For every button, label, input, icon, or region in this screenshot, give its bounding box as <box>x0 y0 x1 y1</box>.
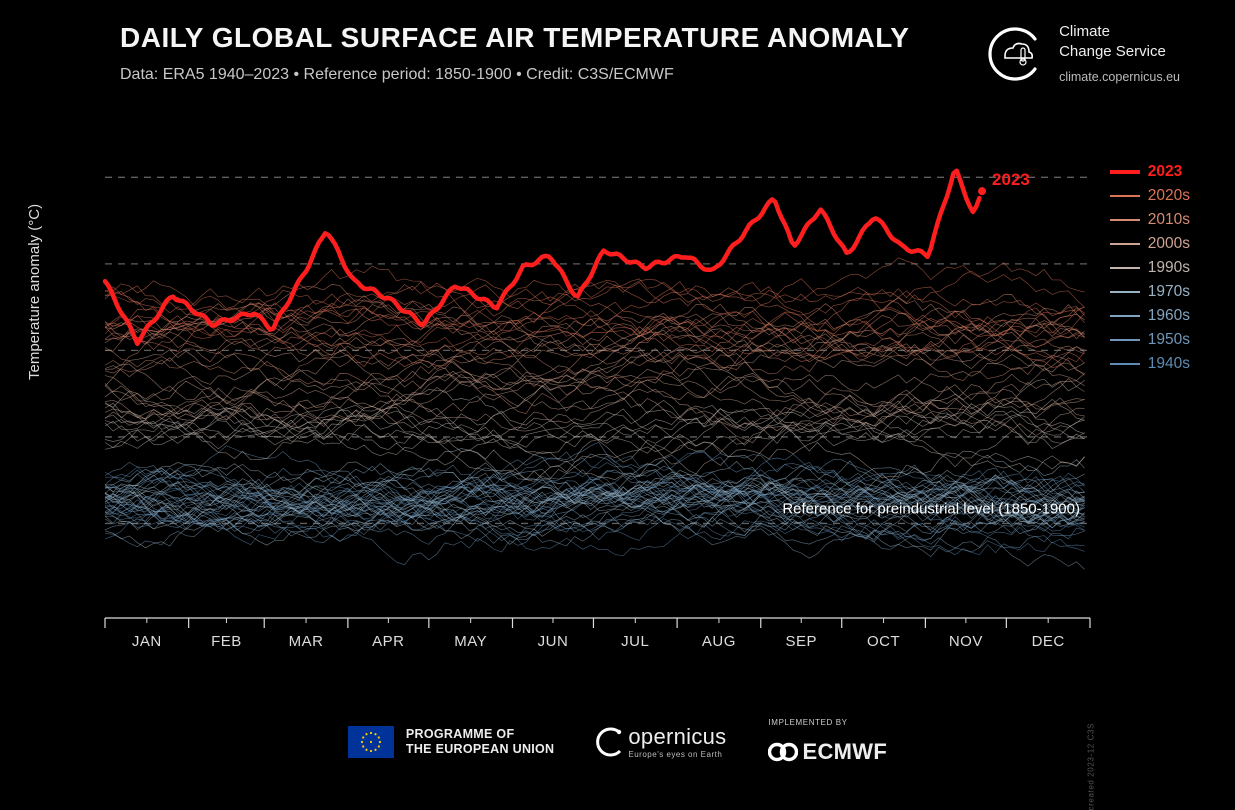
decade-line <box>105 368 1085 427</box>
ecmwf-logo: IMPLEMENTED BY ECMWF <box>768 718 887 765</box>
xtick-label: JUN <box>538 633 569 650</box>
decade-line <box>105 295 1085 357</box>
footer: PROGRAMME OF THE EUROPEAN UNION opernicu… <box>0 718 1235 765</box>
xtick-label: JUL <box>621 633 649 650</box>
legend-item: 2020s <box>1110 184 1190 208</box>
legend-swatch <box>1110 363 1140 365</box>
copernicus-tag: Europe's eyes on Earth <box>628 750 726 759</box>
legend-label: 1990s <box>1148 256 1190 280</box>
series-2023-endpoint <box>978 187 986 195</box>
legend-swatch <box>1110 170 1140 174</box>
legend-label: 1960s <box>1148 304 1190 328</box>
decade-line <box>105 389 1085 478</box>
xtick-label: AUG <box>702 633 736 650</box>
eu-flag-icon <box>348 726 394 758</box>
y-axis-label: Temperature anomaly (°C) <box>26 204 43 380</box>
legend-label: 2020s <box>1148 184 1190 208</box>
xtick-label: MAY <box>454 633 487 650</box>
xtick-label: SEP <box>785 633 817 650</box>
page-title: DAILY GLOBAL SURFACE AIR TEMPERATURE ANO… <box>120 22 1105 54</box>
legend-label: 2023 <box>1148 160 1182 184</box>
xtick-label: FEB <box>211 633 242 650</box>
legend-item: 1970s <box>1110 280 1190 304</box>
legend-label: 2010s <box>1148 208 1190 232</box>
legend-item: 1940s <box>1110 352 1190 376</box>
legend-swatch <box>1110 339 1140 341</box>
legend-item: 1960s <box>1110 304 1190 328</box>
xtick-label: APR <box>372 633 404 650</box>
brand-text: Climate Change Service climate.copernicu… <box>1059 22 1180 85</box>
chart-area: 0.00.51.01.52.02023Reference for preindu… <box>95 145 1100 665</box>
ecmwf-rings-icon <box>768 742 798 762</box>
xtick-label: JAN <box>132 633 162 650</box>
legend-swatch <box>1110 195 1140 197</box>
eu-programme-text: PROGRAMME OF THE EUROPEAN UNION <box>406 727 554 757</box>
legend-swatch <box>1110 291 1140 293</box>
brand-line1: Climate <box>1059 23 1110 40</box>
legend-swatch <box>1110 243 1140 245</box>
decade-line <box>105 318 1085 367</box>
brand-line2: Change Service <box>1059 43 1166 60</box>
legend-swatch <box>1110 315 1140 317</box>
header: DAILY GLOBAL SURFACE AIR TEMPERATURE ANO… <box>120 22 1105 84</box>
reference-label: Reference for preindustrial level (1850-… <box>782 500 1080 517</box>
ecmwf-text: ECMWF <box>802 739 887 765</box>
decade-line <box>105 353 1085 420</box>
xtick-label: MAR <box>289 633 324 650</box>
legend-swatch <box>1110 219 1140 221</box>
eu-block: PROGRAMME OF THE EUROPEAN UNION <box>348 726 554 758</box>
legend-item: 2000s <box>1110 232 1190 256</box>
legend-label: 1950s <box>1148 328 1190 352</box>
brand-block: Climate Change Service climate.copernicu… <box>985 22 1180 85</box>
legend-item: 2023 <box>1110 160 1190 184</box>
c3s-logo-icon <box>985 24 1045 84</box>
decade-line <box>105 313 1085 360</box>
decade-line <box>105 266 1085 338</box>
xtick-label: NOV <box>949 633 983 650</box>
legend-label: 1970s <box>1148 280 1190 304</box>
page-subtitle: Data: ERA5 1940–2023 • Reference period:… <box>120 66 1105 84</box>
xtick-label: OCT <box>867 633 900 650</box>
decade-line <box>105 369 1085 428</box>
copernicus-logo: opernicus Europe's eyes on Earth <box>596 724 726 759</box>
annotation-2023: 2023 <box>992 170 1030 189</box>
legend-item: 2010s <box>1110 208 1190 232</box>
legend-label: 1940s <box>1148 352 1190 376</box>
legend-label: 2000s <box>1148 232 1190 256</box>
ecmwf-tag: IMPLEMENTED BY <box>768 718 847 727</box>
legend-item: 1990s <box>1110 256 1190 280</box>
copernicus-text: opernicus <box>628 724 726 749</box>
copernicus-c-icon <box>596 725 624 759</box>
chart-svg: 0.00.51.01.52.02023Reference for preindu… <box>95 145 1100 665</box>
xtick-label: DEC <box>1032 633 1065 650</box>
legend: 20232020s2010s2000s1990s1970s1960s1950s1… <box>1110 160 1190 376</box>
legend-item: 1950s <box>1110 328 1190 352</box>
legend-swatch <box>1110 267 1140 269</box>
brand-url: climate.copernicus.eu <box>1059 69 1180 86</box>
